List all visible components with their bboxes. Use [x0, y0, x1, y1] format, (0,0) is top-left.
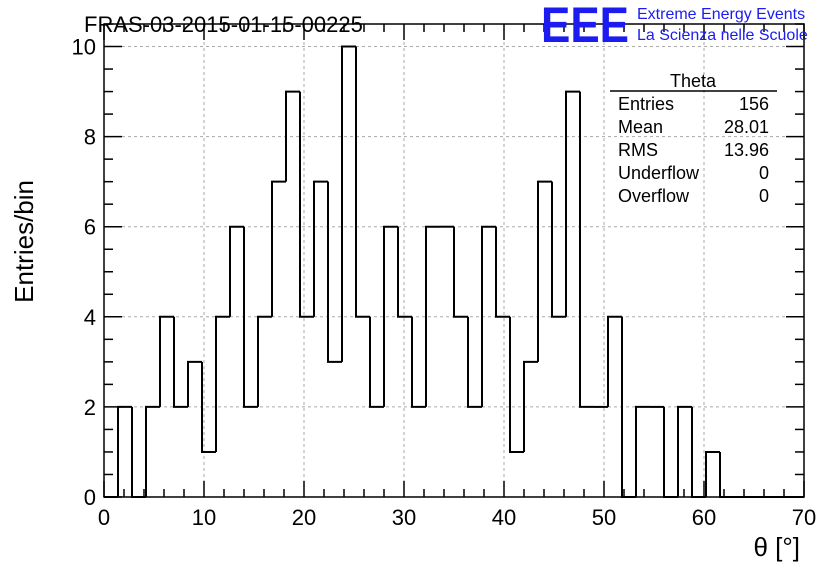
y-tick-label: 0	[84, 485, 96, 510]
stats-value-underflow: 0	[759, 163, 769, 183]
stats-label-entries: Entries	[618, 94, 674, 114]
histogram-bin-18	[355, 46, 370, 318]
y-tick-label: 8	[84, 125, 96, 150]
histogram-bin-5	[173, 316, 188, 408]
histogram-bin-10	[243, 226, 258, 408]
histogram-bin-41	[677, 405, 692, 497]
histogram-bin-43	[705, 450, 720, 497]
y-axis-label: Entries/bin	[9, 180, 39, 303]
x-axis-label: θ [°]	[753, 532, 800, 562]
chart-title: FRAS-03-2015-01-15-00225	[84, 12, 363, 37]
stats-label-underflow: Underflow	[618, 163, 700, 183]
histogram-bin-14	[299, 91, 314, 318]
histogram-bin-17	[341, 45, 356, 362]
eee-logo: EEE	[541, 0, 629, 53]
histogram-bin-16	[327, 181, 342, 363]
histogram-bin-44	[719, 451, 734, 498]
plot-frame	[103, 23, 805, 498]
stats-label-overflow: Overflow	[618, 186, 690, 206]
histogram-bin-31	[537, 180, 552, 362]
histogram-bin-26	[467, 316, 482, 408]
stats-label-mean: Mean	[618, 117, 663, 137]
histogram-bin-33	[565, 90, 580, 317]
stats-label-rms: RMS	[618, 140, 658, 160]
histogram-bin-23	[425, 225, 440, 407]
tick-layer: 0 10 20 30 40 50 60 70 0 2 4 6 8 10	[72, 23, 816, 530]
stats-value-rms: 13.96	[724, 140, 769, 160]
x-tick-label: 30	[392, 505, 416, 530]
histogram-bin-4	[159, 315, 174, 407]
histogram-bin-40	[663, 406, 678, 498]
x-tick-label: 60	[692, 505, 716, 530]
y-tick-label: 6	[84, 215, 96, 240]
histogram-bin-28	[495, 226, 510, 318]
histogram-bin-36	[607, 315, 622, 407]
histogram-bin-19	[369, 316, 384, 408]
x-tick-label: 40	[492, 505, 516, 530]
x-tick-label: 20	[292, 505, 316, 530]
y-tick-label: 4	[84, 305, 96, 330]
stats-value-overflow: 0	[759, 186, 769, 206]
histogram-bin-1	[117, 405, 132, 497]
x-tick-label: 50	[592, 505, 616, 530]
histogram-bin-34	[579, 91, 594, 408]
x-tick-label: 0	[98, 505, 110, 530]
histogram-bin-21	[397, 226, 412, 318]
logo-line-1: Extreme Energy Events	[637, 6, 805, 23]
stats-title: Theta	[670, 71, 717, 91]
histogram-bin-13	[285, 90, 300, 182]
histogram-bin-7	[201, 361, 216, 453]
histogram-bin-29	[509, 316, 524, 453]
y-tick-label: 2	[84, 395, 96, 420]
histogram-bin-2	[131, 406, 146, 498]
stats-value-entries: 156	[739, 94, 769, 114]
histogram-bin-20	[383, 225, 398, 407]
x-tick-label: 70	[792, 505, 816, 530]
histogram-bin-3	[145, 405, 160, 497]
histogram-bin-8	[215, 315, 230, 452]
histogram-bin-30	[523, 360, 538, 452]
histogram-layer	[104, 45, 804, 498]
histogram-bin-25	[453, 226, 468, 318]
histogram-bin-6	[187, 360, 202, 407]
histogram-bin-11	[257, 315, 272, 407]
stats-value-mean: 28.01	[724, 117, 769, 137]
logo-line-2: La Scienza nelle Scuole	[637, 27, 808, 44]
histogram-bin-27	[481, 225, 496, 407]
histogram-bin-9	[229, 225, 244, 317]
histogram-bin-12	[271, 180, 286, 317]
histogram-bin-22	[411, 316, 426, 408]
x-tick-label: 10	[192, 505, 216, 530]
histogram-bin-32	[551, 181, 566, 318]
stats-box: Theta Entries 156 Mean 28.01 RMS 13.96 U…	[610, 71, 777, 206]
y-tick-label: 10	[72, 35, 96, 60]
histogram-bin-38	[635, 405, 650, 497]
histogram-bin-15	[313, 180, 328, 317]
